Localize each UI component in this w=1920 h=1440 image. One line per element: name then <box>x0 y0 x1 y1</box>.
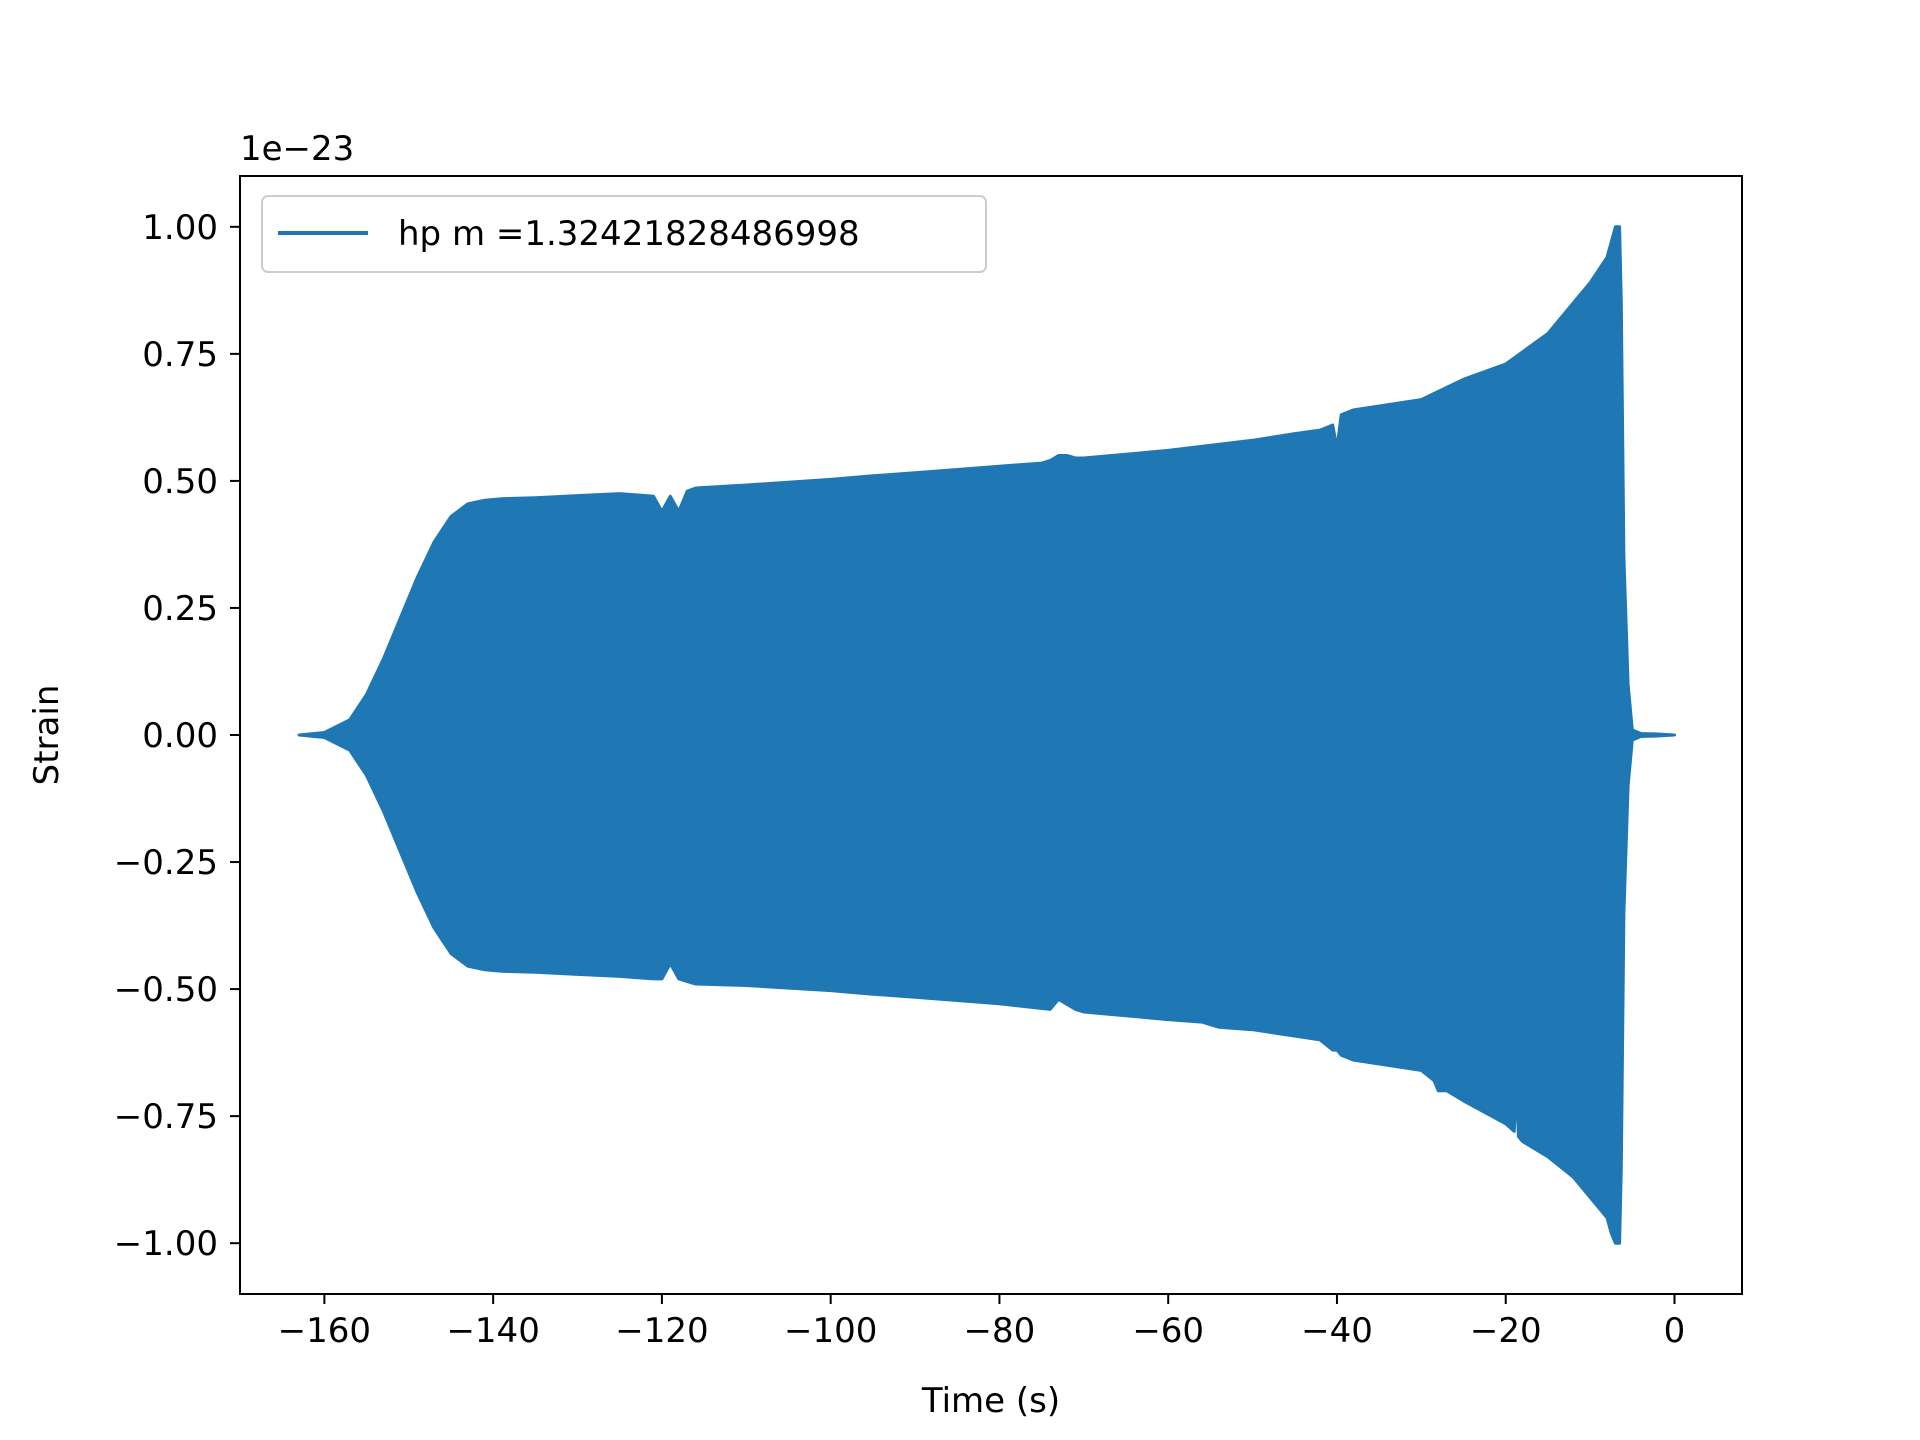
x-tick-label: −80 <box>964 1311 1036 1351</box>
y-tick-label: −0.25 <box>114 843 218 883</box>
x-tick-label: −140 <box>446 1311 539 1351</box>
x-tick-label: −100 <box>784 1311 877 1351</box>
x-tick-label: −60 <box>1132 1311 1204 1351</box>
y-tick-label: 0.50 <box>142 462 218 502</box>
y-tick-label: 1.00 <box>142 208 218 248</box>
x-tick-label: −120 <box>615 1311 708 1351</box>
legend-label: hp m =1.32421828486998 <box>398 214 860 254</box>
y-tick-label: −0.75 <box>114 1097 218 1137</box>
y-tick-label: 0.00 <box>142 716 218 756</box>
x-tick-label: 0 <box>1664 1311 1686 1351</box>
y-axis-label: Strain <box>27 685 67 786</box>
x-tick-label: −20 <box>1470 1311 1542 1351</box>
y-tick-label: 0.25 <box>142 589 218 629</box>
series-hp-waveform <box>297 225 1676 1245</box>
legend-box <box>261 195 987 273</box>
y-axis: 1.00 0.75 0.50 0.25 0.00 −0.25 −0.50 −0.75 −1.00 <box>114 208 240 1264</box>
y-tick-label: −0.50 <box>114 970 218 1010</box>
y-tick-label: −1.00 <box>114 1224 218 1264</box>
x-tick-label: −160 <box>278 1311 371 1351</box>
x-tick-label: −40 <box>1301 1311 1373 1351</box>
y-offset-text: 1e−23 <box>240 129 354 169</box>
plot-area <box>297 225 1676 1245</box>
x-axis: −160 −140 −120 −100 −80 −60 −40 −20 0 <box>278 1294 1686 1351</box>
y-tick-label: 0.75 <box>142 335 218 375</box>
x-axis-label: Time (s) <box>921 1381 1060 1421</box>
legend: hp m =1.32421828486998 <box>261 195 987 273</box>
